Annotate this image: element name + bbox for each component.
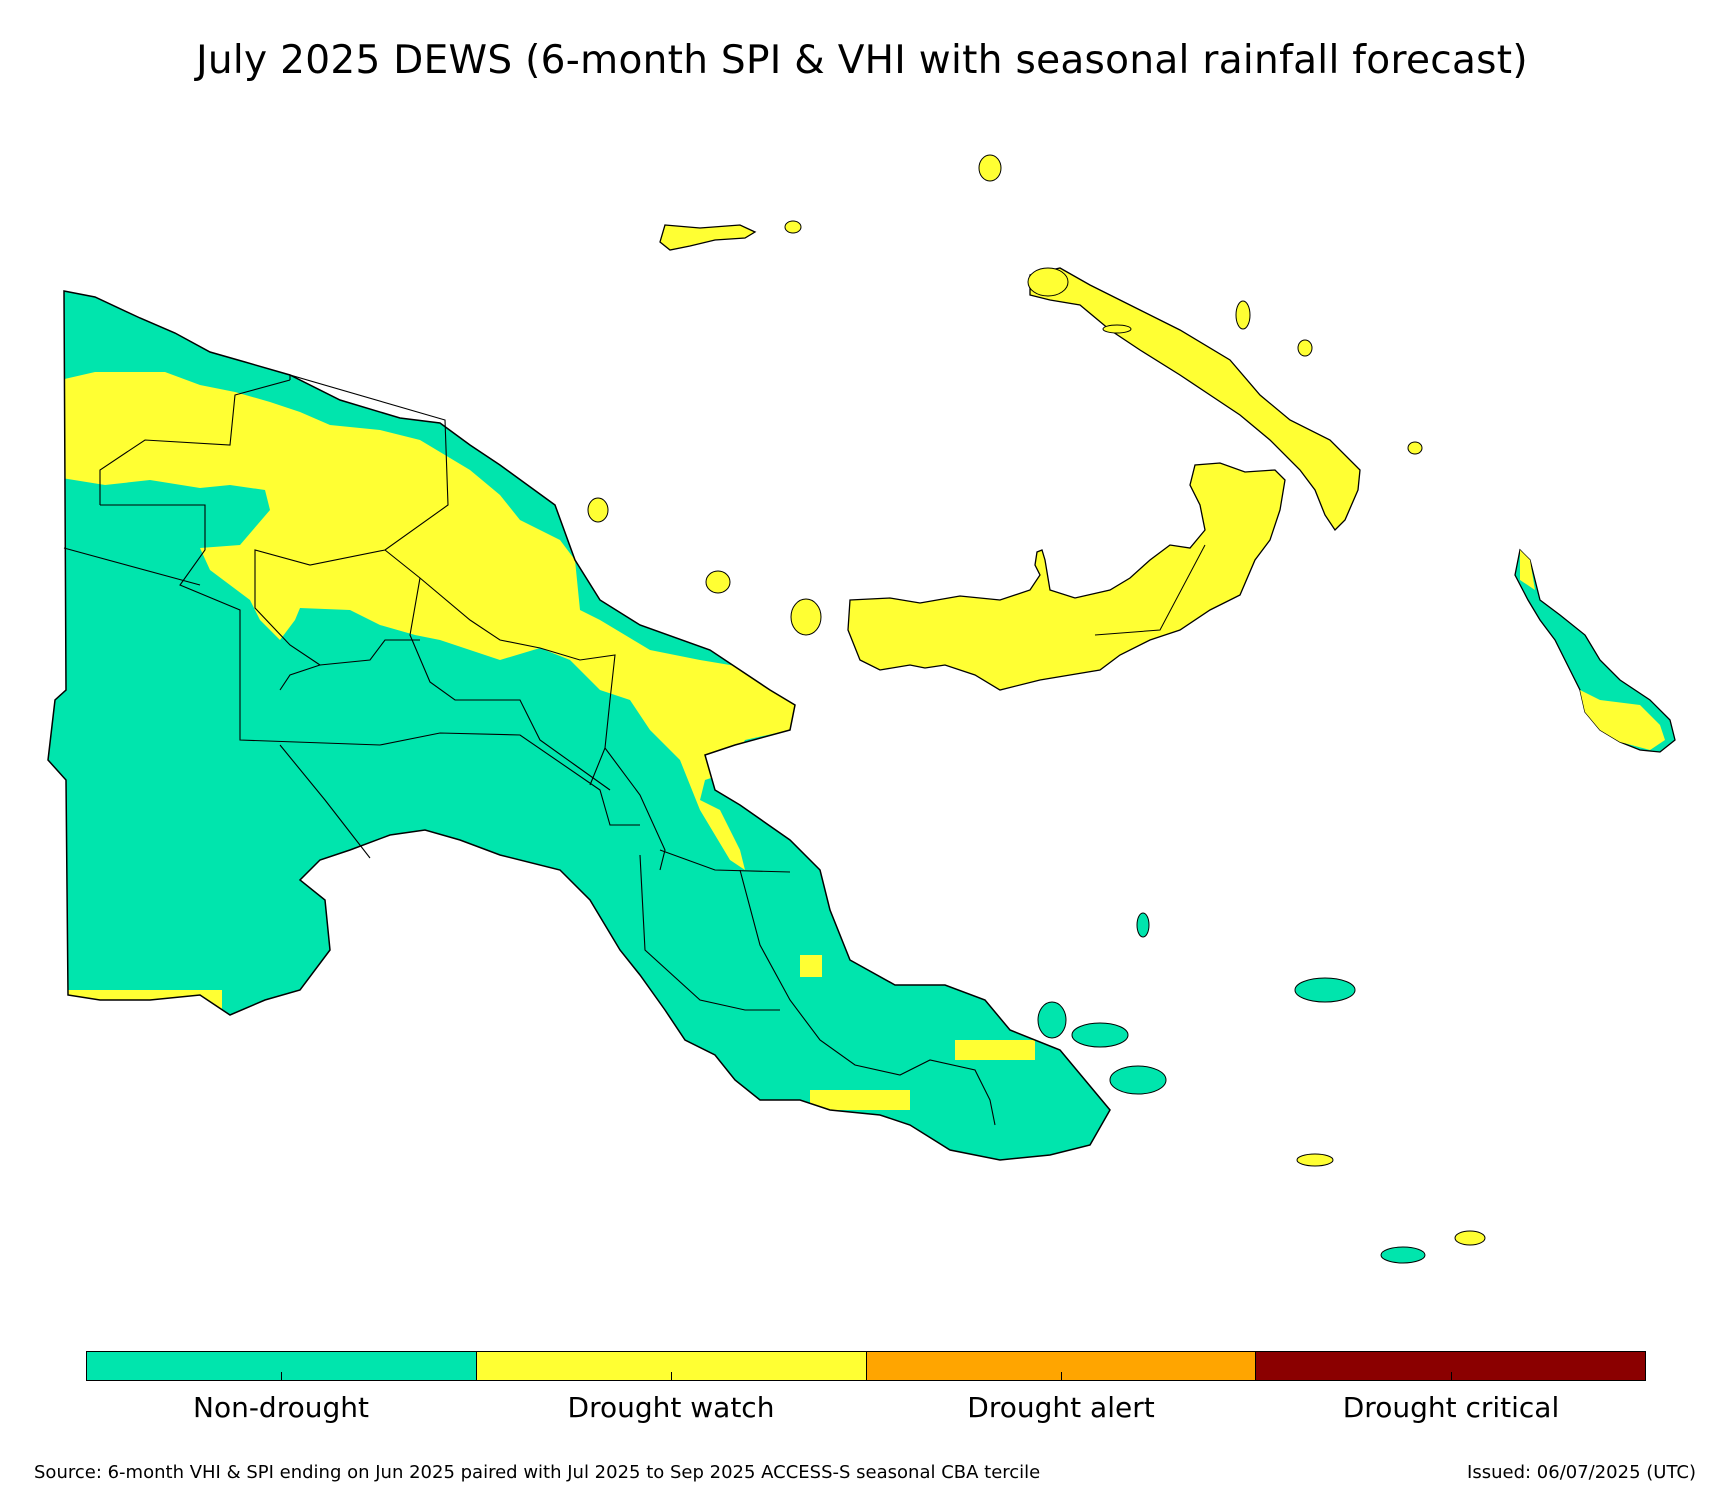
small-islands-watch: [587, 154, 1486, 1246]
legend-label-drought-alert: Drought alert: [967, 1391, 1155, 1424]
island: [790, 598, 822, 636]
legend-swatch-non-drought: [87, 1352, 476, 1380]
island: [587, 497, 609, 523]
drought-map: [47, 154, 1676, 1264]
province-border: [639, 854, 780, 1011]
north-watch-zone: [60, 372, 800, 870]
province-border: [739, 869, 996, 1126]
province-border: [319, 639, 420, 666]
bougainville-island: [1514, 548, 1676, 753]
province-borders: [63, 374, 996, 1126]
island: [784, 220, 802, 234]
island: [1235, 300, 1251, 330]
island: [1296, 1153, 1334, 1167]
island: [1136, 912, 1150, 938]
province-border: [659, 849, 791, 873]
island: [978, 154, 1002, 182]
province-border: [100, 504, 640, 826]
island: [1454, 1230, 1486, 1246]
issued-date: Issued: 06/07/2025 (UTC): [1467, 1462, 1696, 1483]
island: [1027, 267, 1069, 297]
province-border: [1094, 544, 1206, 636]
new-ireland-island: [1029, 267, 1361, 532]
new-britain-island: [847, 462, 1286, 691]
island: [1102, 324, 1132, 334]
manus-island: [659, 224, 757, 251]
island: [705, 570, 731, 594]
province-border: [604, 747, 666, 871]
legend-label-drought-watch: Drought watch: [567, 1391, 775, 1424]
province-border: [384, 549, 616, 786]
southeast-watch-patch-2: [955, 1040, 1035, 1060]
legend-swatch-drought-watch: [475, 1352, 866, 1380]
province-border: [409, 577, 611, 791]
province-border: [63, 547, 201, 586]
legend-label-non-drought: Non-drought: [193, 1391, 369, 1424]
source-note: Source: 6-month VHI & SPI ending on Jun …: [34, 1462, 1041, 1483]
legend-labels: Non-drought Drought watch Drought alert …: [86, 1391, 1646, 1424]
legend-label-drought-critical: Drought critical: [1342, 1391, 1560, 1424]
mainland-coastline: [47, 290, 1111, 1161]
southeast-watch-patch: [800, 955, 822, 977]
island: [1380, 1246, 1426, 1264]
southeast-watch-patch-3: [810, 1090, 910, 1110]
small-islands-non-drought: [1037, 912, 1426, 1264]
island: [1297, 339, 1313, 357]
province-border: [279, 744, 371, 859]
legend-swatch-drought-critical: [1255, 1352, 1645, 1380]
legend-colorbar: [86, 1351, 1646, 1381]
legend-swatch-drought-alert: [865, 1352, 1256, 1380]
island: [1071, 1022, 1129, 1048]
island: [1294, 977, 1356, 1003]
island: [1407, 441, 1423, 455]
bougainville-watch-zone: [1520, 550, 1665, 750]
map-title: July 2025 DEWS (6-month SPI & VHI with s…: [196, 38, 1528, 83]
province-border: [254, 374, 449, 691]
province-border: [99, 379, 291, 505]
island: [1037, 1001, 1067, 1039]
island: [1109, 1065, 1167, 1095]
